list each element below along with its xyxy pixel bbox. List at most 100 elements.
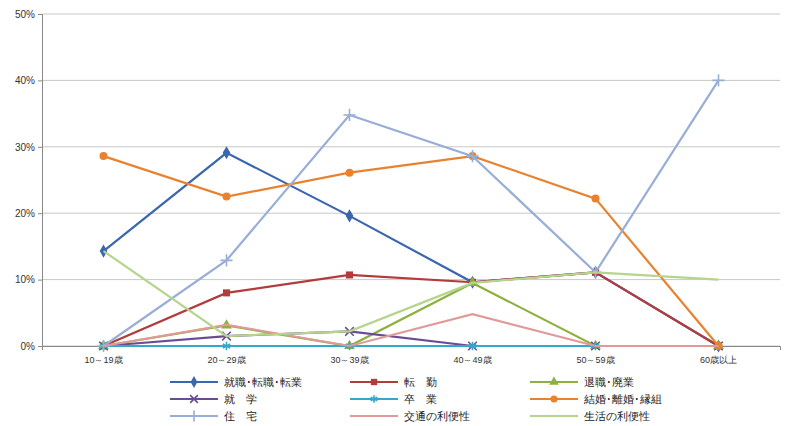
grid-line [42,14,780,15]
series-line [104,156,719,346]
legend-marker-shape [549,376,559,384]
point-marker [223,146,231,159]
legend-label: 交通の利便性 [404,410,470,423]
legend-marker [190,395,198,403]
legend-marker [371,379,377,385]
marker-group [592,195,600,203]
y-tick: 10% [15,274,42,285]
legend-marker-shape [191,376,198,388]
legend-marker [550,395,557,402]
y-axis: 0% 10% 20% 30% 40% 50% [15,9,43,352]
legend-item: 就 学 [170,393,257,406]
x-tick-label: 10～19歳 [84,355,122,365]
x-tick-label: 50～59歳 [576,355,614,365]
marker-group [346,271,353,278]
y-tick-mark [38,346,42,347]
marker-group [223,289,230,296]
legend-label: 結婚･離婚･縁組 [583,393,662,406]
legend-marker-shape [550,395,557,402]
legend: 就職･転職･転業 転 勤 退職･廃業就 学 卒 業 結婚･離婚･縁組住 宅 交通の利便性 生… [170,376,662,423]
y-axis-line [38,15,43,347]
y-tick-label: 20% [15,208,35,219]
x-tick-label: 20～29歳 [207,355,245,365]
series-line [104,331,719,346]
legend-marker-shape [371,395,378,403]
chart: 0% 10% 20% 30% 40% 50% 10～19歳 20～29歳 30～39歳 40～49… [0,0,800,426]
series-line [104,272,719,346]
point-marker [346,271,353,278]
marker-group [346,169,354,177]
legend-marker [189,411,200,422]
y-tick-mark [38,280,42,281]
legend-label: 卒 業 [404,393,437,406]
point-marker [100,152,108,160]
grid-line [42,80,780,81]
y-tick-mark [38,14,42,15]
marker-group [469,342,476,350]
legend-marker [549,376,559,384]
legend-item: 生活の利便性 [530,410,650,423]
marker-group [220,254,232,266]
legend-label: 退職･廃業 [584,376,634,389]
legend-item: 就職･転職･転業 [170,376,302,389]
x-tick-label: 60歳以上 [700,355,737,365]
series-line [104,80,719,346]
legend-marker-shape [189,411,200,422]
y-tick-mark [38,213,42,214]
marker-group [466,150,478,162]
point-marker [712,74,724,86]
y-tick-label: 30% [15,142,35,153]
legend-label: 転 勤 [404,376,437,389]
y-tick-mark [38,80,42,81]
legend-label: 生活の利便性 [584,410,650,423]
legend-marker-shape [371,379,377,385]
marker-group [346,209,354,222]
point-marker [346,209,354,222]
point-marker [343,109,355,121]
x-tick-label: 30～39歳 [330,355,368,365]
legend-item: 交通の利便性 [350,410,470,423]
legend-label: 就職･転職･転業 [224,376,302,389]
y-tick: 40% [15,75,42,86]
y-tick: 30% [15,142,42,153]
point-marker [592,195,600,203]
point-marker [466,150,478,162]
y-tick: 20% [15,208,42,219]
y-tick-label: 10% [15,274,35,285]
grid [42,14,780,346]
point-marker [223,193,231,201]
y-tick-label: 40% [15,75,35,86]
grid-line [42,146,780,147]
series-line [104,153,719,346]
y-tick: 0% [21,341,42,352]
legend-swatch [350,415,398,417]
marker-group [100,152,108,160]
plot-area: 0% 10% 20% 30% 40% 50% 10～19歳 20～29歳 30～39歳 40～49… [15,9,781,365]
y-tick-mark [38,147,42,148]
marker-group [223,193,231,201]
legend-swatch [530,415,578,417]
point-marker [469,342,476,350]
marker-group [712,74,724,86]
marker-group [343,109,355,121]
legend-marker [371,395,378,403]
legend-item: 住 宅 [170,410,257,423]
legend-marker-shape [190,395,198,403]
y-tick: 50% [15,9,42,20]
marker-group [223,146,231,159]
legend-item: 卒 業 [350,393,437,406]
y-tick-label: 0% [21,341,36,352]
legend-item: 退職･廃業 [530,376,634,389]
legend-label: 住 宅 [224,410,257,423]
legend-label: 就 学 [224,393,257,406]
series-group [97,74,724,352]
point-marker [346,169,354,177]
legend-item: 転 勤 [350,376,437,389]
series-line [104,251,719,336]
x-axis: 10～19歳 20～29歳 30～39歳 40～49歳 50～59歳 60歳以上 [43,346,781,365]
series-line [104,314,719,346]
x-tick-label: 40～49歳 [453,355,491,365]
legend-marker [191,376,198,388]
legend-item: 結婚･離婚･縁組 [530,393,662,406]
y-tick-label: 50% [15,9,35,20]
